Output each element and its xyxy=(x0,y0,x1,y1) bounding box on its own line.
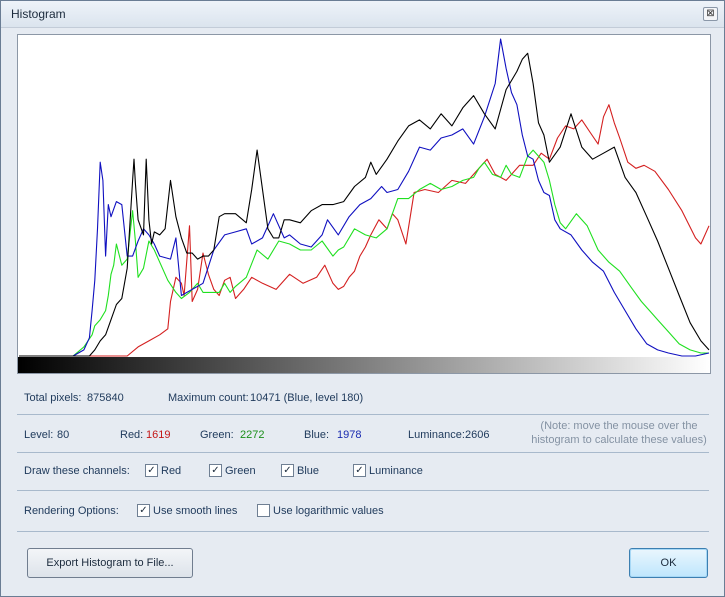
channels-label: Draw these channels: xyxy=(24,465,130,477)
total-pixels-value: 875840 xyxy=(87,392,124,404)
level-label: Level: xyxy=(24,429,54,441)
checkbox-check-icon: ✓ xyxy=(281,464,294,477)
red-channel-checkbox[interactable]: ✓ Red xyxy=(145,464,181,477)
note-line-2: histogram to calculate these values) xyxy=(531,434,707,446)
series-line-red xyxy=(19,104,710,357)
separator xyxy=(17,531,709,532)
green-channel-label: Green xyxy=(225,464,256,477)
total-pixels-label: Total pixels: xyxy=(24,392,82,404)
note-line-1: (Note: move the mouse over the xyxy=(540,420,698,432)
mouse-note: (Note: move the mouse over the histogram… xyxy=(531,419,707,447)
ok-button[interactable]: OK xyxy=(629,548,708,578)
green-value: 2272 xyxy=(240,429,265,441)
luminance-value: 2606 xyxy=(465,429,490,441)
logarithmic-values-label: Use logarithmic values xyxy=(273,504,384,517)
logarithmic-values-checkbox[interactable]: Use logarithmic values xyxy=(257,504,384,517)
separator xyxy=(17,490,709,491)
max-count-label: Maximum count: xyxy=(168,392,249,404)
separator xyxy=(17,414,709,415)
checkbox-check-icon: ✓ xyxy=(353,464,366,477)
luminance-label: Luminance: xyxy=(408,429,465,441)
series-line-blue xyxy=(19,38,710,357)
max-count-value: 10471 (Blue, level 180) xyxy=(250,392,364,404)
close-button[interactable]: ⊠ xyxy=(703,7,718,21)
window-title: Histogram xyxy=(11,7,66,21)
luminance-channel-label: Luminance xyxy=(369,464,423,477)
checkbox-check-icon: ✓ xyxy=(209,464,222,477)
checkbox-check-icon xyxy=(257,504,270,517)
smooth-lines-checkbox[interactable]: ✓ Use smooth lines xyxy=(137,504,237,517)
green-label: Green: xyxy=(200,429,234,441)
level-value: 80 xyxy=(57,429,70,441)
checkbox-check-icon: ✓ xyxy=(145,464,158,477)
export-button-label: Export Histogram to File... xyxy=(46,557,174,569)
blue-channel-label: Blue xyxy=(297,464,320,477)
title-bar: Histogram ⊠ xyxy=(1,1,724,28)
level-gradient-bar xyxy=(17,357,711,374)
ok-button-label: OK xyxy=(660,557,677,569)
red-value: 1619 xyxy=(146,429,171,441)
separator xyxy=(17,452,709,453)
blue-channel-checkbox[interactable]: ✓ Blue xyxy=(281,464,319,477)
histogram-chart xyxy=(19,38,710,357)
blue-value: 1978 xyxy=(337,429,362,441)
smooth-lines-label: Use smooth lines xyxy=(153,504,238,517)
series-line-green xyxy=(19,149,709,357)
close-icon: ⊠ xyxy=(706,8,715,19)
series-line-luminance xyxy=(19,52,710,357)
rendering-options-label: Rendering Options: xyxy=(24,505,119,517)
red-label: Red: xyxy=(120,429,144,441)
checkbox-check-icon: ✓ xyxy=(137,504,150,517)
histogram-plot[interactable] xyxy=(17,34,711,358)
green-channel-checkbox[interactable]: ✓ Green xyxy=(209,464,256,477)
export-histogram-button[interactable]: Export Histogram to File... xyxy=(27,548,193,578)
luminance-channel-checkbox[interactable]: ✓ Luminance xyxy=(353,464,423,477)
blue-label: Blue: xyxy=(304,429,330,441)
red-channel-label: Red xyxy=(161,464,182,477)
